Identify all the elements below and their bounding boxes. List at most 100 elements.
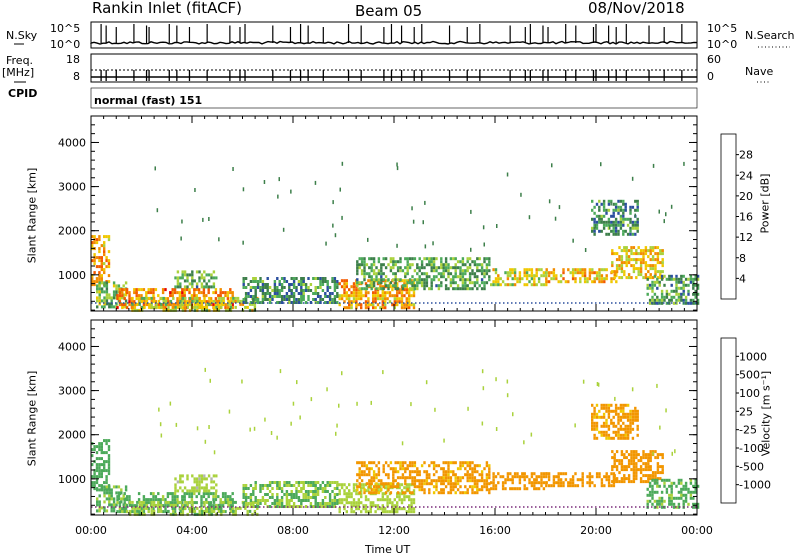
echo-cell (639, 459, 643, 463)
echo-cell (423, 491, 426, 495)
echo-cell (629, 229, 632, 233)
echo-cell (412, 294, 416, 298)
echo-cell (562, 472, 565, 476)
echo-cell (620, 264, 624, 268)
echo-cell (333, 301, 337, 304)
echo-cell (324, 502, 327, 505)
echo-cell (388, 300, 392, 304)
echo-cell (535, 478, 538, 482)
echo-cell (352, 501, 356, 505)
echo-cell (123, 288, 126, 292)
echo-cell (321, 487, 325, 490)
echo-cell (209, 303, 213, 307)
echo-cell (188, 509, 192, 513)
echo-cell (437, 272, 441, 276)
echo-cell (513, 271, 517, 275)
echo-cell (178, 291, 182, 295)
echo-cell (203, 486, 206, 490)
echo-cell (478, 473, 481, 477)
echo-cell (103, 253, 106, 257)
echo-cell (618, 471, 621, 475)
echo-cell (665, 277, 669, 281)
echo-cell (617, 220, 620, 224)
echo-cell (626, 412, 630, 416)
echo-cell (408, 504, 411, 508)
echo-cell (694, 283, 697, 287)
echo-cell (333, 298, 337, 301)
echo-cell (105, 481, 108, 485)
echo-cell (376, 303, 380, 307)
echo-cell (107, 454, 111, 458)
echo-cell (401, 269, 405, 273)
echo-cell (464, 278, 467, 282)
echo-cell (131, 308, 134, 312)
echo-cell (647, 474, 650, 478)
echo-cell (195, 489, 199, 493)
echo-cell (331, 490, 334, 493)
echo-cell (661, 249, 664, 253)
cpid-value: normal (fast) 151 (94, 94, 203, 107)
echo-cell (646, 283, 649, 287)
echo-cell (468, 266, 472, 270)
echo-cell (176, 498, 179, 502)
echo-cell (392, 278, 395, 282)
echo-cell (208, 308, 211, 312)
echo-cell (485, 263, 489, 267)
echo-cell (602, 226, 606, 230)
echo-cell (567, 280, 570, 284)
echo-cell (394, 287, 397, 291)
echo-cell (191, 474, 194, 478)
echo-cell (651, 496, 654, 500)
echo-cell (343, 279, 346, 283)
echo-cell (227, 500, 230, 504)
echo-cell (396, 278, 400, 282)
echo-cell (256, 301, 260, 304)
echo-cell (375, 488, 378, 492)
echo-cell (369, 501, 372, 505)
echo-cell (105, 439, 108, 443)
echo-cell (300, 298, 303, 301)
echo-cell (145, 296, 149, 300)
echo-cell (191, 503, 194, 507)
echo-cell (324, 490, 327, 493)
colorbar-tick-label: 8 (739, 252, 746, 265)
echo-cell (607, 478, 611, 482)
echo-cell (432, 485, 436, 489)
echo-cell (96, 488, 99, 492)
echo-cell (674, 449, 676, 454)
echo-cell (283, 298, 286, 301)
echo-cell (164, 297, 167, 301)
echo-cell (401, 467, 405, 471)
echo-cell (552, 274, 556, 278)
echo-cell (634, 418, 637, 422)
echo-cell (404, 467, 407, 471)
echo-cell (391, 507, 394, 511)
echo-cell (207, 300, 210, 304)
echo-cell (656, 465, 660, 469)
echo-cell (116, 510, 119, 514)
echo-cell (285, 490, 289, 493)
echo-cell (642, 450, 645, 454)
echo-cell (384, 282, 387, 286)
echo-cell (149, 288, 153, 292)
echo-cell (190, 492, 194, 496)
echo-cell (280, 283, 284, 286)
echo-cell (200, 305, 204, 309)
velocity-echo-cells (91, 367, 700, 516)
echo-cell (217, 507, 220, 511)
echo-cell (173, 498, 177, 502)
echo-cell (370, 482, 373, 486)
echo-cell (224, 492, 227, 496)
echo-cell (665, 295, 669, 299)
echo-cell (198, 276, 201, 280)
echo-cell (215, 503, 218, 507)
echo-cell (471, 281, 474, 285)
echo-cell (625, 456, 628, 460)
echo-cell (552, 268, 556, 272)
echo-cell (652, 163, 655, 168)
echo-cell (374, 504, 377, 508)
echo-cell (668, 496, 671, 500)
x-tick-label: 20:00 (580, 524, 612, 537)
echo-cell (598, 220, 601, 224)
echo-cell (268, 292, 272, 295)
